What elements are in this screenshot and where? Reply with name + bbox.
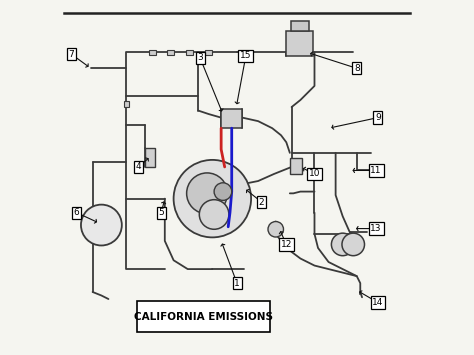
Text: 3: 3: [197, 53, 203, 62]
Text: 6: 6: [74, 208, 80, 217]
Circle shape: [199, 200, 229, 229]
Text: 15: 15: [240, 51, 252, 60]
Bar: [186, 50, 193, 55]
Text: 10: 10: [309, 169, 320, 179]
Text: 14: 14: [372, 298, 383, 307]
Text: 8: 8: [354, 64, 360, 73]
Text: 5: 5: [158, 208, 164, 217]
Bar: [205, 50, 212, 55]
Text: 12: 12: [281, 240, 292, 249]
Text: 11: 11: [370, 166, 382, 175]
Circle shape: [187, 173, 228, 214]
Circle shape: [173, 160, 251, 237]
Bar: [221, 109, 242, 128]
Text: 4: 4: [136, 163, 141, 171]
Circle shape: [81, 204, 122, 245]
Circle shape: [342, 233, 365, 256]
Bar: [166, 50, 173, 55]
Text: CALIFORNIA EMISSIONS: CALIFORNIA EMISSIONS: [134, 312, 273, 322]
Text: 13: 13: [370, 224, 382, 233]
Bar: [291, 21, 309, 31]
Bar: [137, 301, 271, 333]
Bar: [146, 148, 155, 167]
Bar: [290, 158, 302, 174]
Circle shape: [268, 222, 283, 237]
Text: 9: 9: [375, 113, 381, 122]
Bar: [124, 101, 128, 107]
Circle shape: [214, 183, 232, 200]
Bar: [149, 50, 156, 55]
Circle shape: [331, 233, 354, 256]
Text: 1: 1: [234, 279, 240, 288]
Bar: [286, 31, 313, 56]
Text: 7: 7: [69, 50, 74, 59]
Text: 2: 2: [259, 198, 264, 207]
